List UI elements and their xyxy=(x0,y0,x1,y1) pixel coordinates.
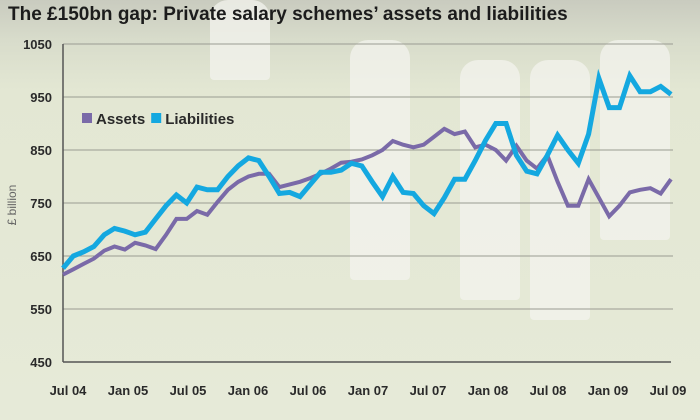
x-tick-label: Jan 07 xyxy=(348,383,388,398)
y-tick-label: 950 xyxy=(30,90,52,105)
y-tick-label: 750 xyxy=(30,196,52,211)
series-line-assets xyxy=(62,126,673,277)
x-tick-label: Jul 05 xyxy=(170,383,207,398)
y-axis-label: £ billion xyxy=(5,185,19,226)
y-tick-label: 650 xyxy=(30,249,52,264)
y-tick-label: 550 xyxy=(30,302,52,317)
x-tick-label: Jul 08 xyxy=(530,383,567,398)
x-tick-label: Jan 06 xyxy=(228,383,268,398)
series-line-liabilities xyxy=(61,68,673,270)
x-tick-label: Jan 08 xyxy=(468,383,508,398)
legend-swatch-liabilities xyxy=(151,113,162,123)
x-tick-label: Jul 07 xyxy=(410,383,447,398)
y-tick-label: 450 xyxy=(30,355,52,370)
x-tick-label: Jan 05 xyxy=(108,383,148,398)
chart-title: The £150bn gap: Private salary schemes’ … xyxy=(8,4,568,25)
x-tick-label: Jan 09 xyxy=(588,383,628,398)
legend-label-assets: Assets xyxy=(96,111,145,128)
x-tick-label: Jul 06 xyxy=(290,383,327,398)
legend-label-liabilities: Liabilities xyxy=(165,111,234,128)
y-tick-label: 850 xyxy=(30,143,52,158)
legend-swatch-assets xyxy=(82,113,92,123)
y-tick-label: 1050 xyxy=(23,37,52,52)
x-tick-label: Jul 09 xyxy=(650,383,687,398)
x-tick-label: Jul 04 xyxy=(50,383,88,398)
